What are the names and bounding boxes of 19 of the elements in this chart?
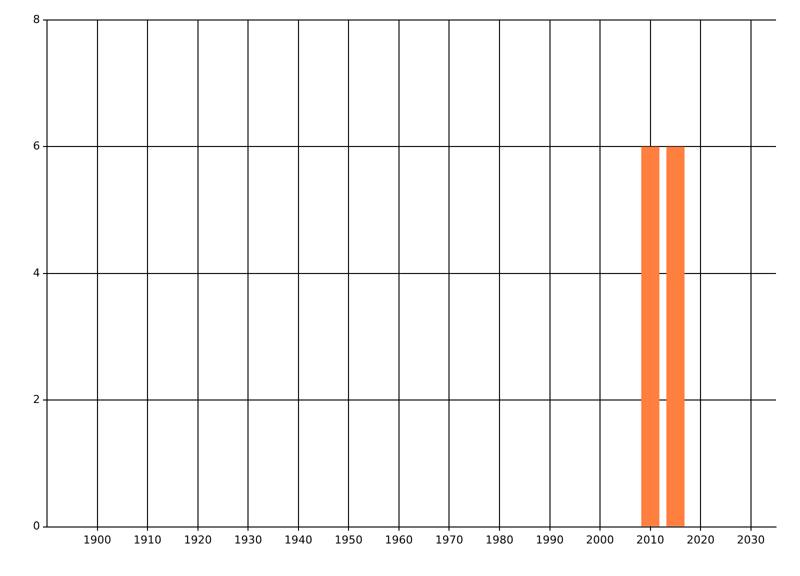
x-tick-label: 1920 <box>184 533 212 546</box>
x-tick-label: 2020 <box>686 533 715 546</box>
y-tick-label: 2 <box>33 392 40 406</box>
y-tick-label: 6 <box>33 140 40 153</box>
y-tick-label: 4 <box>33 266 40 280</box>
x-tick-label: 1950 <box>334 533 363 546</box>
y-tick-label: 8 <box>33 12 40 26</box>
y-tick-label: 0 <box>33 520 40 533</box>
x-tick-label: 1910 <box>134 533 162 546</box>
x-tick-label: 2030 <box>736 533 765 546</box>
x-tick-label: 1980 <box>485 533 514 546</box>
x-tick-label: 2000 <box>586 533 614 546</box>
x-tick-label: 1940 <box>284 533 312 546</box>
x-tick-label: 1990 <box>536 533 564 546</box>
x-tick-label: 1930 <box>234 533 262 546</box>
x-tick-label: 1960 <box>384 533 413 546</box>
x-tick-label: 1970 <box>435 533 464 546</box>
x-tick-label: 1900 <box>83 533 112 546</box>
x-tick-label: 2010 <box>636 533 664 546</box>
